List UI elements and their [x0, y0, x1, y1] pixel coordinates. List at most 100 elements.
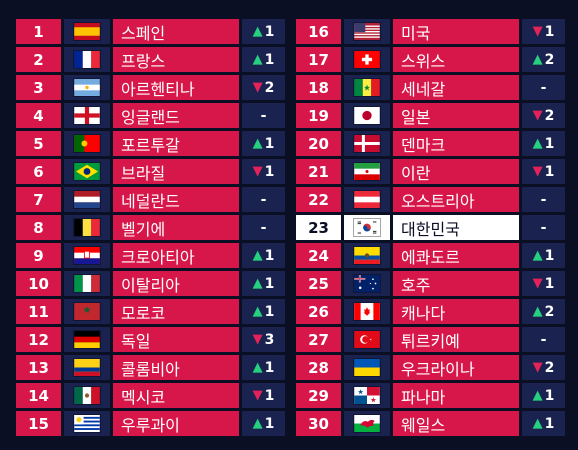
rank-number: 27: [296, 327, 341, 352]
jp-flag-icon: [354, 107, 380, 124]
rank-number: 13: [16, 355, 61, 380]
flag-cell: [344, 411, 390, 436]
rank-change-value: -: [260, 107, 267, 124]
be-flag-icon: [74, 219, 100, 236]
rank-change: ▲ 1: [522, 243, 565, 268]
rank-change-value: 2: [544, 51, 555, 68]
rank-change: -: [242, 187, 285, 212]
flag-cell: [344, 131, 390, 156]
fr-flag-icon: [74, 51, 100, 68]
flag-cell: [344, 75, 390, 100]
country-name: 웨일스: [393, 411, 519, 436]
ranking-row: 16 미국 ▼ 1: [296, 19, 565, 44]
rank-change: -: [522, 327, 565, 352]
country-name: 캐나다: [393, 299, 519, 324]
rank-change: ▼ 2: [242, 75, 285, 100]
country-name: 네덜란드: [113, 187, 239, 212]
triangle-down-icon: ▼: [252, 80, 263, 95]
flag-cell: [344, 215, 390, 240]
rank-number: 3: [16, 75, 61, 100]
rank-change: ▼ 1: [242, 383, 285, 408]
ranking-row: 15 우루과이 ▲ 1: [16, 411, 285, 436]
at-flag-icon: [354, 191, 380, 208]
rank-change: ▼ 1: [522, 19, 565, 44]
rank-number: 25: [296, 271, 341, 296]
flag-cell: [64, 215, 110, 240]
rank-number: 18: [296, 75, 341, 100]
rank-number: 24: [296, 243, 341, 268]
country-name: 덴마크: [393, 131, 519, 156]
triangle-up-icon: ▲: [532, 248, 543, 263]
country-name: 에콰도르: [393, 243, 519, 268]
sn-flag-icon: [354, 79, 380, 96]
tr-flag-icon: [354, 331, 380, 348]
rank-change-value: 2: [544, 359, 555, 376]
flag-cell: [64, 19, 110, 44]
rank-change-value: 1: [264, 387, 275, 404]
flag-cell: [64, 411, 110, 436]
triangle-up-icon: ▲: [252, 248, 263, 263]
rank-number: 28: [296, 355, 341, 380]
rank-number: 5: [16, 131, 61, 156]
triangle-down-icon: ▼: [252, 388, 263, 403]
uy-flag-icon: [74, 415, 100, 432]
triangle-up-icon: ▲: [252, 52, 263, 67]
rank-change: ▲ 1: [242, 411, 285, 436]
rank-change: ▲ 1: [242, 271, 285, 296]
rank-change: -: [242, 103, 285, 128]
flag-cell: [344, 383, 390, 408]
rank-change-value: 1: [264, 303, 275, 320]
ranking-row: 5 포르투갈 ▲ 1: [16, 131, 285, 156]
rank-number: 14: [16, 383, 61, 408]
rank-change: ▼ 1: [242, 159, 285, 184]
rank-change-value: 2: [264, 79, 275, 96]
country-name: 콜롬비아: [113, 355, 239, 380]
flag-cell: [344, 327, 390, 352]
rank-number: 26: [296, 299, 341, 324]
flag-cell: [64, 299, 110, 324]
flag-cell: [64, 355, 110, 380]
co-flag-icon: [74, 359, 100, 376]
rank-change-value: 1: [544, 135, 555, 152]
ranking-row: 12 독일 ▼ 3: [16, 327, 285, 352]
triangle-up-icon: ▲: [252, 276, 263, 291]
rank-change-value: 1: [264, 415, 275, 432]
rank-change-value: 1: [544, 23, 555, 40]
flag-cell: [64, 159, 110, 184]
rank-number: 19: [296, 103, 341, 128]
rank-change: ▲ 1: [242, 47, 285, 72]
rank-number: 2: [16, 47, 61, 72]
ranking-row: 29 파나마 ▲ 1: [296, 383, 565, 408]
ua-flag-icon: [354, 359, 380, 376]
flag-cell: [344, 47, 390, 72]
country-name: 멕시코: [113, 383, 239, 408]
rank-change-value: 1: [264, 51, 275, 68]
ir-flag-icon: [354, 163, 380, 180]
country-name: 브라질: [113, 159, 239, 184]
rank-change-value: -: [260, 219, 267, 236]
triangle-up-icon: ▲: [532, 136, 543, 151]
flag-cell: [344, 299, 390, 324]
es-flag-icon: [74, 23, 100, 40]
rank-change-value: 1: [264, 163, 275, 180]
rank-number: 4: [16, 103, 61, 128]
country-name: 우루과이: [113, 411, 239, 436]
triangle-down-icon: ▼: [532, 164, 543, 179]
country-name: 호주: [393, 271, 519, 296]
rank-change: ▲ 1: [242, 19, 285, 44]
au-flag-icon: [354, 275, 380, 292]
rank-change-value: 1: [544, 275, 555, 292]
it-flag-icon: [74, 275, 100, 292]
rank-number: 29: [296, 383, 341, 408]
ranking-column-right: 16 미국 ▼ 1 17 스위스 ▲ 2 18 세네갈 -19 일본 ▼ 2 20 덴마크 ▲ 1 21 이란 ▼ 1 22…: [296, 19, 565, 436]
flag-cell: [64, 131, 110, 156]
rank-number: 1: [16, 19, 61, 44]
country-name: 독일: [113, 327, 239, 352]
rank-change-value: -: [540, 219, 547, 236]
rank-change-value: -: [540, 79, 547, 96]
flag-cell: [344, 103, 390, 128]
rank-change: ▲ 1: [242, 299, 285, 324]
rank-number: 11: [16, 299, 61, 324]
triangle-down-icon: ▼: [532, 108, 543, 123]
